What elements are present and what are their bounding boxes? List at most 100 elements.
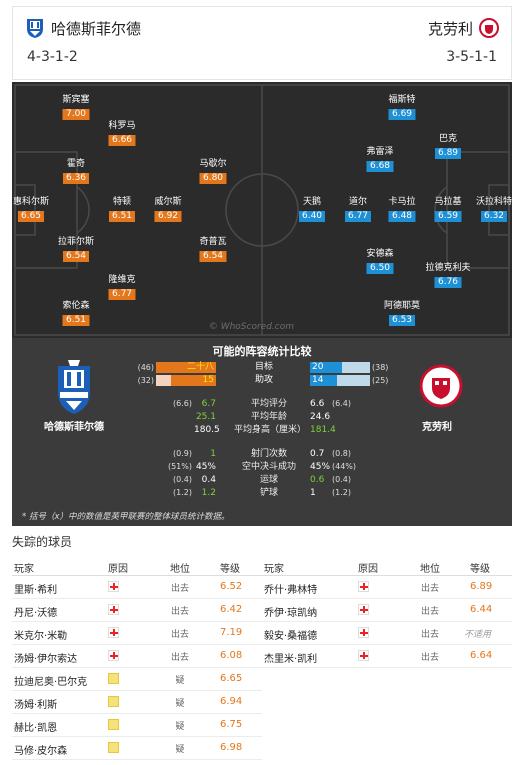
home-league-avg: (6.6) <box>173 399 192 408</box>
header-reason[interactable]: 原因 <box>358 564 378 575</box>
header-status[interactable]: 地位 <box>170 564 190 575</box>
home-player[interactable]: 科罗马 6.66 <box>108 120 136 146</box>
away-team-name[interactable]: 克劳利 <box>427 19 473 38</box>
header-player[interactable]: 玩家 <box>264 564 284 575</box>
injury-icon[interactable] <box>108 581 119 592</box>
missing-player-row[interactable]: 杰里米·凯利 出去 6.64 <box>262 645 512 668</box>
injury-icon[interactable] <box>108 604 119 615</box>
player-name-link[interactable]: 汤姆·利斯 <box>14 700 58 711</box>
doubt-icon[interactable] <box>108 719 119 730</box>
player-name-link[interactable]: 拉迪尼奥·巴尔克 <box>14 677 88 688</box>
home-player[interactable]: 拉菲尔斯 6.54 <box>58 236 94 262</box>
player-name-link[interactable]: 杰里米·凯利 <box>264 654 318 665</box>
injury-icon[interactable] <box>108 627 119 638</box>
missing-player-row[interactable]: 里斯·希利 出去 6.52 <box>12 576 262 599</box>
header-status[interactable]: 地位 <box>420 564 440 575</box>
header-player[interactable]: 玩家 <box>14 564 34 575</box>
away-team[interactable]: 克劳利 <box>428 17 499 39</box>
missing-player-row[interactable]: 马修·皮尔森 疑 6.98 <box>12 737 262 760</box>
reason <box>358 581 369 595</box>
player-rating: 6.51 <box>108 211 136 222</box>
player-name: 威尔斯 <box>154 197 182 207</box>
away-player[interactable]: 福斯特 6.69 <box>388 94 416 120</box>
away-player[interactable]: 卡马拉 6.48 <box>388 196 416 222</box>
player-name-link[interactable]: 里斯·希利 <box>14 585 58 596</box>
player-name-link[interactable]: 丹尼·沃德 <box>14 608 58 619</box>
header-rating[interactable]: 等级 <box>220 564 240 575</box>
player-name: 道尔 <box>348 197 368 207</box>
player-rating: 6.80 <box>199 173 227 184</box>
home-value: 25.1 <box>195 412 216 422</box>
home-player[interactable]: 威尔斯 6.92 <box>154 196 182 222</box>
missing-player-row[interactable]: 拉迪尼奥·巴尔克 疑 6.65 <box>12 668 262 691</box>
player-name-link[interactable]: 汤姆·伊尔索达 <box>14 654 78 665</box>
status: 出去 <box>170 653 189 663</box>
away-league-avg: (38) <box>372 363 389 372</box>
away-player[interactable]: 天鹅 6.40 <box>298 196 326 222</box>
away-player[interactable]: 安德森 6.50 <box>366 248 394 274</box>
missing-player-row[interactable]: 米克尔·米勒 出去 7.19 <box>12 622 262 645</box>
player-name-link[interactable]: 乔什·弗林特 <box>264 585 318 596</box>
player-name-link[interactable]: 赫比·凯恩 <box>14 723 58 734</box>
status: 疑 <box>175 699 185 709</box>
player-name: 巴克 <box>438 134 458 144</box>
home-player[interactable]: 特顿 6.51 <box>108 196 136 222</box>
huddersfield-crest-icon <box>27 19 43 38</box>
stat-bar-goals: (46) 二十八 目标 20 (38) <box>12 362 512 374</box>
missing-player-row[interactable]: 汤姆·利斯 疑 6.94 <box>12 691 262 714</box>
home-player[interactable]: 索伦森 6.51 <box>62 300 90 326</box>
home-player[interactable]: 马歇尔 6.80 <box>199 158 227 184</box>
missing-player-row[interactable]: 汤姆·伊尔索达 出去 6.08 <box>12 645 262 668</box>
player-name-link[interactable]: 乔伊·琼凯纳 <box>264 608 318 619</box>
player-rating: 6.92 <box>154 211 182 222</box>
away-player[interactable]: 巴克 6.89 <box>434 133 462 159</box>
home-value: 45% <box>195 462 216 472</box>
missing-player-row[interactable]: 乔伊·琼凯纳 出去 6.44 <box>262 599 512 622</box>
doubt-icon[interactable] <box>108 696 119 707</box>
home-player[interactable]: 斯宾塞 7.00 <box>62 94 90 120</box>
missing-player-row[interactable]: 丹尼·沃德 出去 6.42 <box>12 599 262 622</box>
player-rating: 6.59 <box>434 211 462 222</box>
header-rating[interactable]: 等级 <box>470 564 490 575</box>
away-player[interactable]: 沃拉科特 6.32 <box>476 196 512 222</box>
home-player[interactable]: 隆维克 6.77 <box>108 274 136 300</box>
home-team[interactable]: 哈德斯菲尔德 <box>25 17 141 39</box>
missing-player-row[interactable]: 毅安·桑福德 出去 不适用 <box>262 622 512 645</box>
home-player[interactable]: 奇普瓦 6.54 <box>199 236 227 262</box>
away-player[interactable]: 道尔 6.77 <box>344 196 372 222</box>
injury-icon[interactable] <box>358 650 369 661</box>
home-player[interactable]: 惠科尔斯 6.65 <box>13 196 49 222</box>
player-name: 马拉基 <box>434 197 462 207</box>
stat-label: 铲球 <box>259 488 278 498</box>
player-name-link[interactable]: 马修·皮尔森 <box>14 746 68 757</box>
away-player[interactable]: 弗雷泽 6.68 <box>366 146 394 172</box>
away-league-avg: (6.4) <box>332 399 351 408</box>
away-player[interactable]: 阿德耶莫 6.53 <box>384 300 420 326</box>
injury-icon[interactable] <box>358 627 369 638</box>
stat-row-shots: (0.9) 1 射门次数 0.7 (0.8) <box>12 448 512 460</box>
home-missing-table: 玩家 原因 地位 等级 里斯·希利 出去 6.52 丹尼·沃德 出去 6.42 米克尔·米勒… <box>12 556 262 760</box>
home-team-name[interactable]: 哈德斯菲尔德 <box>51 19 142 38</box>
injury-icon[interactable] <box>108 650 119 661</box>
missing-player-row[interactable]: 乔什·弗林特 出去 6.89 <box>262 576 512 599</box>
doubt-icon[interactable] <box>108 742 119 753</box>
player-name-link[interactable]: 毅安·桑福德 <box>264 631 318 642</box>
injury-icon[interactable] <box>358 581 369 592</box>
away-league-avg: (25) <box>372 376 389 385</box>
status: 疑 <box>175 676 185 686</box>
player-rating: 6.50 <box>366 263 394 274</box>
injury-icon[interactable] <box>358 604 369 615</box>
away-league-avg: (0.4) <box>332 475 351 484</box>
header-reason[interactable]: 原因 <box>108 564 128 575</box>
doubt-icon[interactable] <box>108 673 119 684</box>
player-name: 惠科尔斯 <box>12 197 50 207</box>
reason <box>108 696 119 710</box>
table-header: 玩家 原因 地位 等级 <box>262 556 512 576</box>
player-name-link[interactable]: 米克尔·米勒 <box>14 631 68 642</box>
home-bar-fill <box>171 375 216 386</box>
missing-player-row[interactable]: 赫比·凯恩 疑 6.75 <box>12 714 262 737</box>
home-player[interactable]: 霍奇 6.36 <box>62 158 90 184</box>
away-player[interactable]: 拉德克利夫 6.76 <box>425 262 471 288</box>
away-player[interactable]: 马拉基 6.59 <box>434 196 462 222</box>
home-league-avg: (32) <box>137 376 154 385</box>
